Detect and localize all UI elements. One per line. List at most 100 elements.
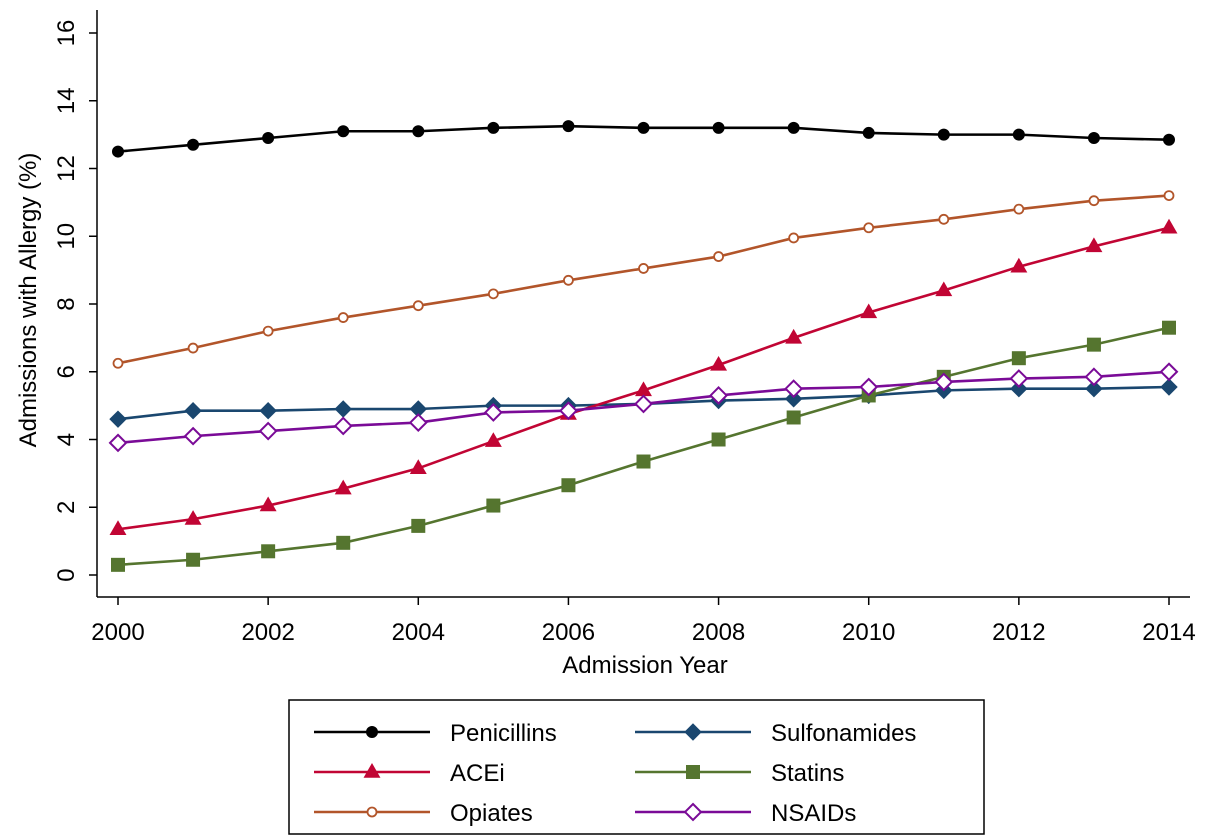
- data-point-acei: [334, 479, 352, 495]
- data-point-opiates: [713, 251, 724, 262]
- legend-marker: [686, 765, 700, 779]
- y-tick-label: 2: [53, 501, 80, 514]
- data-point-opiates: [337, 312, 349, 323]
- data-point-sulfonamides: [334, 400, 352, 418]
- data-point-acei: [109, 520, 127, 535]
- legend-marker: [366, 726, 378, 738]
- data-point-statins: [336, 535, 351, 550]
- legend-item-penicillins: Penicillins: [314, 720, 557, 747]
- data-point-nsaids: [1009, 369, 1029, 388]
- data-point-opiates: [187, 342, 199, 354]
- data-point-statins: [411, 518, 426, 533]
- data-point-acei: [1160, 218, 1178, 234]
- legend-item-statins: Statins: [635, 760, 844, 787]
- data-point-acei: [710, 355, 728, 371]
- data-point-penicillins: [187, 138, 200, 151]
- data-point-sulfonamides: [259, 401, 277, 420]
- y-tick-label: 12: [53, 155, 80, 182]
- legend-label: ACEi: [450, 760, 505, 787]
- data-point-sulfonamides: [109, 410, 127, 428]
- data-point-statins: [186, 552, 201, 567]
- legend-marker: [683, 802, 703, 822]
- data-point-nsaids: [709, 386, 728, 405]
- series-penicillins: [112, 120, 1175, 158]
- series-layer: [108, 120, 1179, 572]
- data-point-opiates: [262, 325, 274, 337]
- data-point-opiates: [638, 263, 649, 274]
- data-point-nsaids: [333, 416, 353, 436]
- legend-item-opiates: Opiates: [314, 800, 533, 827]
- series-line-opiates: [117, 194, 1170, 365]
- data-point-sulfonamides: [1010, 379, 1028, 398]
- data-point-penicillins: [1163, 133, 1175, 146]
- legend: Penicillins Sulfonamides ACEi Statins Opiate…: [288, 699, 985, 835]
- x-tick-label: 2014: [1142, 619, 1195, 646]
- data-point-nsaids: [408, 413, 428, 432]
- data-point-opiates: [412, 300, 424, 312]
- legend-label: Sulfonamides: [771, 720, 916, 747]
- data-point-nsaids: [634, 394, 653, 414]
- data-point-statins: [261, 544, 276, 559]
- legend-marker: [363, 762, 381, 778]
- data-point-nsaids: [784, 379, 804, 399]
- data-point-penicillins: [487, 121, 500, 134]
- data-point-statins: [1162, 320, 1176, 335]
- data-point-nsaids: [859, 377, 879, 397]
- data-point-sulfonamides: [1160, 378, 1178, 396]
- data-point-statins: [711, 432, 726, 447]
- data-point-acei: [1010, 257, 1028, 273]
- data-point-opiates: [938, 213, 950, 225]
- data-point-statins: [786, 410, 801, 425]
- series-nsaids: [108, 362, 1179, 453]
- data-point-nsaids: [934, 372, 954, 392]
- data-point-statins: [561, 478, 576, 493]
- data-point-nsaids: [559, 401, 578, 421]
- data-point-penicillins: [937, 128, 950, 141]
- chart-axes: 0 2 4 6 8 10 12 14 16 2000 2002 2004 2006 2008 2010 201…: [53, 10, 1196, 646]
- data-point-opiates: [1088, 195, 1100, 207]
- data-point-penicillins: [1087, 132, 1100, 145]
- data-point-penicillins: [562, 120, 575, 133]
- data-point-penicillins: [787, 121, 800, 134]
- data-point-acei: [860, 303, 878, 319]
- data-point-penicillins: [637, 121, 650, 134]
- x-tick-label: 2012: [992, 619, 1045, 646]
- x-tick-label: 2008: [692, 619, 745, 646]
- data-point-opiates: [1013, 203, 1025, 215]
- y-tick-label: 14: [53, 87, 80, 114]
- data-point-sulfonamides: [184, 401, 202, 420]
- data-point-statins: [486, 498, 501, 513]
- data-point-nsaids: [108, 433, 128, 453]
- data-point-opiates: [487, 288, 499, 300]
- y-tick-label: 16: [53, 20, 80, 47]
- data-point-penicillins: [862, 126, 875, 139]
- x-axis-title: Admission Year: [562, 652, 727, 679]
- data-point-statins: [111, 557, 125, 572]
- x-tick-label: 2004: [392, 619, 445, 646]
- x-tick-label: 2006: [542, 619, 595, 646]
- data-point-acei: [409, 459, 427, 474]
- data-point-acei: [1085, 237, 1103, 253]
- data-point-nsaids: [483, 402, 503, 422]
- legend-marker: [684, 723, 702, 741]
- data-point-statins: [1086, 337, 1101, 352]
- legend-item-nsaids: NSAIDs: [635, 800, 856, 827]
- legend-label: Penicillins: [450, 720, 557, 747]
- x-tick-label: 2002: [241, 619, 294, 646]
- series-opiates: [112, 190, 1175, 369]
- data-point-acei: [785, 328, 803, 344]
- data-point-acei: [184, 510, 202, 525]
- series-line-statins: [117, 326, 1170, 567]
- data-point-penicillins: [112, 145, 124, 158]
- data-point-nsaids: [1084, 367, 1104, 387]
- legend-marker: [366, 806, 378, 818]
- data-point-penicillins: [412, 125, 425, 138]
- data-point-penicillins: [337, 125, 350, 138]
- legend-label: Statins: [771, 760, 844, 787]
- data-point-nsaids: [258, 421, 278, 441]
- y-tick-label: 4: [53, 433, 80, 446]
- data-point-statins: [1011, 351, 1026, 366]
- data-point-nsaids: [1159, 362, 1179, 382]
- data-point-opiates: [788, 232, 800, 244]
